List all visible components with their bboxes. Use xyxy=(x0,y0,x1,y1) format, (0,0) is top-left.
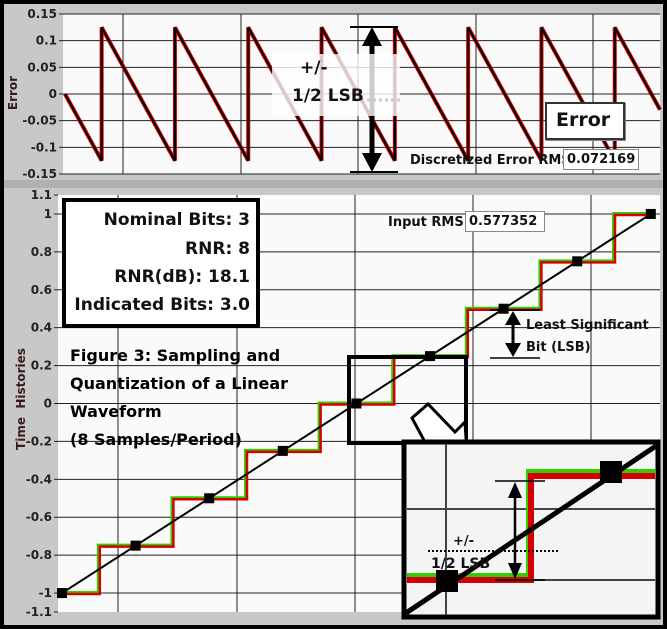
lsb-arrow-up-icon xyxy=(505,311,521,325)
time-tick-label: -1 xyxy=(39,586,52,600)
inset-label-top: +/- xyxy=(453,534,475,549)
sample-marker xyxy=(57,588,67,599)
indicated-bits: Indicated Bits: 3.0 xyxy=(74,295,250,315)
nominal-bits: Nominal Bits: 3 xyxy=(103,210,250,230)
half-lsb-backdrop xyxy=(272,54,400,116)
sample-marker xyxy=(204,493,215,504)
half-lsb-bottom-label: 1/2 LSB xyxy=(292,86,364,106)
time-tick-label: -0.8 xyxy=(26,548,52,562)
error-rms-label: Discretized Error RMS xyxy=(410,153,571,168)
error-rms-value: 0.072169 xyxy=(563,149,640,170)
error-legend-box: Error xyxy=(545,102,625,140)
arrow-down-icon xyxy=(362,153,382,172)
time-tick-label: 0 xyxy=(44,397,52,411)
rnr: RNR: 8 xyxy=(185,239,250,259)
error-tick-label: -0.15 xyxy=(22,167,57,181)
time-tick-label: 0.2 xyxy=(31,359,52,373)
time-tick-label: -1.1 xyxy=(26,605,52,619)
time-tick-label: 1.1 xyxy=(31,188,52,202)
panel-separator xyxy=(4,180,663,188)
lsb-arrow-down-icon xyxy=(505,343,521,357)
input-rms-label: Input RMS xyxy=(388,215,464,230)
caption-line: Waveform xyxy=(70,402,162,421)
half-lsb-top-label: +/- xyxy=(300,58,328,78)
sample-marker xyxy=(498,303,509,314)
error-axis-label: Error xyxy=(6,75,21,111)
error-tick-label: 0.05 xyxy=(27,60,57,74)
caption-line: (8 Samples/Period) xyxy=(70,430,242,449)
sample-marker xyxy=(351,398,362,409)
caption-line: Quantization of a Linear xyxy=(70,374,289,393)
time-tick-label: 0.4 xyxy=(31,321,52,335)
lsb-label-line1: Least Significant xyxy=(526,318,649,333)
time-tick-label: 1 xyxy=(44,207,52,221)
sample-marker xyxy=(130,540,141,551)
inset-arrow-up-icon xyxy=(508,482,522,498)
error-tick-label: -0.05 xyxy=(22,114,57,128)
sample-marker xyxy=(277,445,288,456)
inset-label-bottom: 1/2 LSB xyxy=(431,556,491,572)
inset-sample-marker xyxy=(600,461,622,483)
error-tick-label: -0.1 xyxy=(31,140,57,154)
error-legend-label: Error xyxy=(556,109,611,131)
error-tick-label: 0 xyxy=(49,87,57,101)
time-tick-label: -0.2 xyxy=(26,434,52,448)
figure-caption: Figure 3: Sampling and Quantization of a… xyxy=(70,342,288,454)
rnr-db: RNR(dB): 18.1 xyxy=(114,267,250,287)
time-tick-label: -0.6 xyxy=(26,510,52,524)
info-box: Nominal Bits: 3 RNR: 8 RNR(dB): 18.1 Ind… xyxy=(62,198,260,328)
lsb-label-line2: Bit (LSB) xyxy=(526,340,591,355)
time-tick-label: -0.4 xyxy=(26,472,52,486)
inset-arrow-down-icon xyxy=(508,563,522,579)
time-histories-axis-label: Time Histories xyxy=(13,348,28,450)
caption-line: Figure 3: Sampling and xyxy=(70,346,281,365)
zoom-inset xyxy=(401,439,661,620)
input-rms-value: 0.577352 xyxy=(465,211,545,232)
inset-sample-marker xyxy=(436,570,458,592)
time-tick-label: 0.8 xyxy=(31,245,52,259)
sample-marker xyxy=(645,208,656,219)
time-tick-label: 0.6 xyxy=(31,283,52,297)
arrow-up-icon xyxy=(362,27,382,46)
error-tick-label: 0.1 xyxy=(36,34,57,48)
sample-marker xyxy=(572,256,583,267)
error-tick-label: 0.15 xyxy=(27,7,57,21)
